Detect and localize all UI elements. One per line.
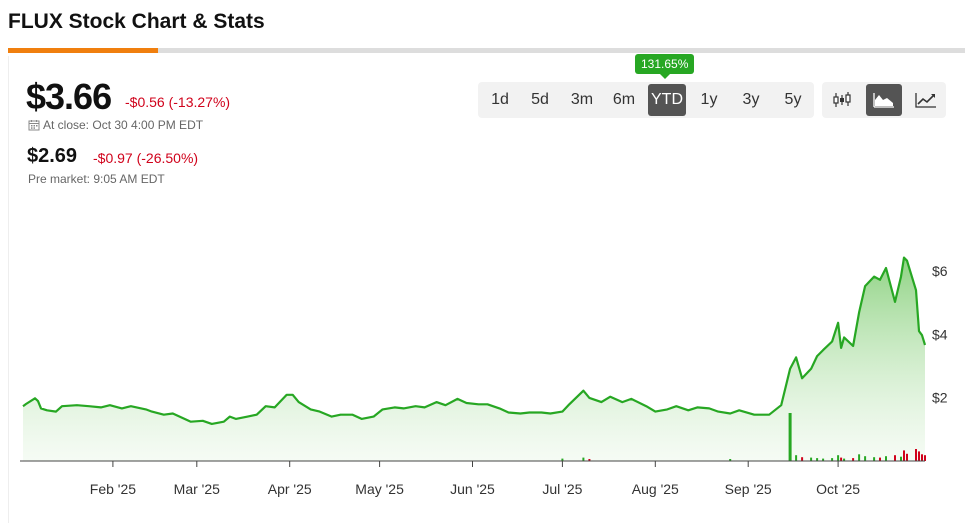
close-time-label: At close: Oct 30 4:00 PM EDT [43, 118, 204, 132]
range-ytd-button[interactable]: YTD [648, 84, 686, 116]
x-tick-label: Jul '25 [542, 481, 582, 497]
volume-bar [858, 454, 861, 461]
premarket-change: -$0.97 (-26.50%) [93, 150, 199, 166]
x-tick-label: Sep '25 [725, 481, 772, 497]
price-change: -$0.56 (-13.27%) [125, 94, 231, 110]
volume-bar [921, 454, 923, 461]
volume-bar [840, 457, 843, 461]
price-area [23, 257, 925, 461]
y-tick-label: $4 [932, 326, 948, 342]
x-tick-label: Feb '25 [90, 481, 136, 497]
range-5d-button[interactable]: 5d [531, 91, 549, 108]
volume-bar [582, 457, 585, 461]
volume-bar [906, 453, 908, 461]
volume-bar [915, 449, 917, 461]
range-5y-button[interactable]: 5y [784, 91, 802, 108]
x-tick-label: Aug '25 [632, 481, 679, 497]
x-tick-label: Oct '25 [816, 481, 860, 497]
volume-bar [810, 457, 813, 461]
line-chart-icon [915, 93, 936, 108]
range-1d-button[interactable]: 1d [491, 91, 509, 108]
range-1y-button[interactable]: 1y [700, 91, 718, 108]
chart-type-selector [822, 82, 946, 118]
volume-bar [801, 457, 804, 461]
title-rule [8, 48, 965, 53]
range-selector: 1d 5d 3m 6m YTD 1y 3y 5y [478, 82, 814, 118]
area-chart-button[interactable] [866, 84, 902, 116]
volume-bar [837, 455, 840, 461]
close-time: At close: Oct 30 4:00 PM EDT [28, 118, 203, 132]
volume-bar [843, 458, 846, 461]
candlestick-button[interactable] [824, 84, 860, 116]
volume-bar [903, 450, 905, 461]
volume-bar [900, 456, 902, 461]
volume-bar [864, 456, 867, 461]
x-tick-label: May '25 [355, 481, 404, 497]
calendar-icon [28, 120, 40, 131]
volume-bar [795, 455, 798, 461]
range-3y-button[interactable]: 3y [742, 91, 760, 108]
y-tick-label: $6 [932, 263, 948, 279]
page-title: FLUX Stock Chart & Stats [8, 10, 265, 33]
volume-bar [831, 458, 834, 461]
premarket-time: Pre market: 9:05 AM EDT [28, 172, 165, 186]
area-chart-icon [873, 93, 894, 108]
volume-bar [852, 458, 855, 461]
volume-bar [894, 455, 896, 461]
x-tick-label: Jun '25 [450, 481, 495, 497]
y-tick-label: $2 [932, 390, 948, 406]
premarket-price: $2.69 [27, 145, 78, 167]
line-chart-button[interactable] [908, 84, 944, 116]
volume-bar [924, 455, 926, 461]
candlestick-icon [833, 92, 851, 107]
volume-bar [873, 457, 876, 461]
volume-bar [816, 458, 819, 461]
range-3m-button[interactable]: 3m [570, 91, 594, 108]
volume-bar [729, 459, 732, 461]
title-rule-accent [8, 48, 158, 53]
volume-bar [879, 457, 881, 461]
price-line [22, 256, 927, 425]
volume-bar [822, 458, 825, 461]
range-6m-button[interactable]: 6m [612, 91, 636, 108]
x-tick-label: Mar '25 [174, 481, 220, 497]
volume-bar-spike [788, 413, 792, 461]
volume-bar [918, 451, 920, 461]
volume-bar [885, 456, 887, 461]
volume-bar [588, 459, 591, 461]
x-tick-label: Apr '25 [268, 481, 312, 497]
current-price: $3.66 [26, 76, 112, 117]
chart-card [8, 56, 965, 523]
volume-bar [561, 458, 564, 461]
period-change-badge: 131.65% [635, 54, 695, 79]
